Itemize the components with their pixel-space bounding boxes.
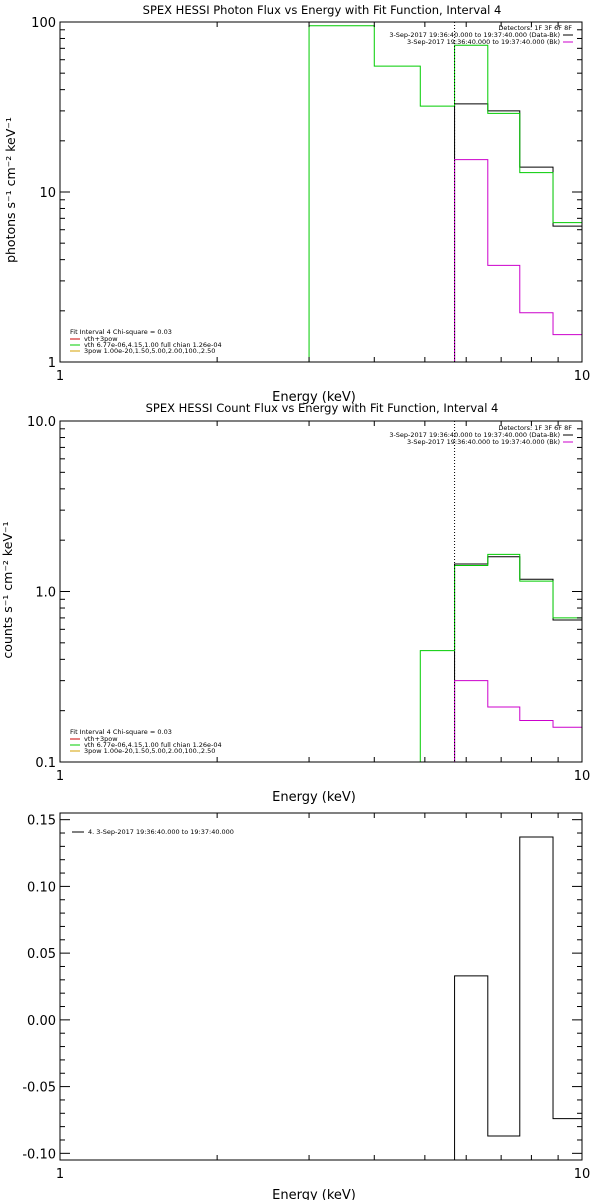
panel1-title: SPEX HESSI Photon Flux vs Energy with Fi… [143, 3, 502, 17]
series-0-step-line [454, 556, 582, 762]
panel1-legend-vth3pow: vth+3pow [84, 335, 118, 343]
x-tick-label: 1 [56, 369, 64, 384]
series-2-step-line [419, 553, 582, 762]
panel2-legend-fit-interval: Fit Interval 4 Chi-square = 0.03 [70, 728, 172, 736]
x-tick-label: 10 [574, 1167, 591, 1182]
panel2-x-axis-label: Energy (keV) [272, 790, 356, 805]
panel2-legend-bottom-left: Fit Interval 4 Chi-square = 0.03 vth+3po… [70, 728, 222, 755]
panel-residuals: Energy (keV) 1 10 -0.10 -0.05 0.00 0.05 0.10 0.… [22, 812, 590, 1200]
panel2-ticks-group: 1 10 0.1 1.0 10.0 [27, 415, 590, 784]
y-tick-label: 10.0 [27, 415, 56, 430]
x-tick-label: 1 [56, 1167, 64, 1182]
y-tick-label: 1 [48, 356, 56, 371]
panel1-legend-3pow: 3pow 1.00e-20,1.50,5.00,2.00,100.,2.50 [84, 347, 215, 355]
panel2-legend-data-bk: 3-Sep-2017 19:36:40.000 to 19:37:40.000 … [389, 431, 560, 439]
panel2-series-group [419, 553, 582, 762]
y-tick-label: 10 [39, 186, 56, 201]
panel1-legend-top-right: Detectors: 1F 3F 6F 8F 3-Sep-2017 19:36:… [389, 24, 573, 46]
panel2-legend-detectors: Detectors: 1F 3F 6F 8F [498, 424, 572, 432]
panel2-legend-3pow: 3pow 1.00e-20,1.50,5.00,2.00,100.,2.50 [84, 747, 215, 755]
y-tick-label: 1.0 [35, 586, 56, 601]
panel2-plot-frame [59, 420, 583, 763]
y-tick-label: 0.05 [27, 947, 56, 962]
series-2-step-line [308, 25, 582, 362]
panel1-legend-vth: vth 6.77e-06,4.15,1.00 full chian 1.26e-… [84, 341, 222, 349]
panel2-legend-top-right: Detectors: 1F 3F 6F 8F 3-Sep-2017 19:36:… [389, 424, 573, 446]
panel3-series-group [454, 836, 582, 1160]
panel2-legend-vth3pow: vth+3pow [84, 735, 118, 743]
panel3-legend-interval: 4. 3-Sep-2017 19:36:40.000 to 19:37:40.0… [88, 828, 234, 836]
panel-photon-flux: SPEX HESSI Photon Flux vs Energy with Fi… [3, 3, 590, 405]
panel1-legend-fit-interval: Fit Interval 4 Chi-square = 0.03 [70, 328, 172, 336]
y-tick-label: 0.15 [27, 814, 56, 829]
series-1-step-line [454, 680, 582, 762]
panel1-legend-data-bk: 3-Sep-2017 19:36:40.000 to 19:37:40.000 … [389, 31, 560, 39]
x-tick-label: 10 [574, 769, 591, 784]
y-tick-label: 100 [31, 16, 56, 31]
panel-count-flux: SPEX HESSI Count Flux vs Energy with Fit… [0, 401, 590, 805]
panel1-y-axis-label: photons s⁻¹ cm⁻² keV⁻¹ [3, 117, 18, 263]
panel3-legend-top-left: 4. 3-Sep-2017 19:36:40.000 to 19:37:40.0… [72, 828, 234, 836]
y-tick-label: -0.10 [22, 1147, 56, 1162]
y-tick-label: -0.05 [22, 1081, 56, 1096]
panel1-legend-detectors: Detectors: 1F 3F 6F 8F [498, 24, 572, 32]
x-tick-label: 1 [56, 769, 64, 784]
panel1-ticks-group: 1 10 1 10 100 [31, 16, 590, 384]
panel2-title: SPEX HESSI Count Flux vs Energy with Fit… [146, 401, 499, 415]
panel2-legend-vth: vth 6.77e-06,4.15,1.00 full chian 1.26e-… [84, 741, 222, 749]
panel2-legend-bk: 3-Sep-2017 19:36:40.000 to 19:37:40.000 … [407, 438, 560, 446]
panel1-plot-frame [59, 21, 583, 363]
panel3-x-axis-label: Energy (keV) [272, 1188, 356, 1200]
y-tick-label: 0.10 [27, 880, 56, 895]
panel3-plot-frame [59, 812, 583, 1161]
series-0-step-line [454, 103, 582, 362]
panel2-y-axis-label: counts s⁻¹ cm⁻² keV⁻¹ [0, 521, 15, 658]
panel1-legend-bottom-left: Fit Interval 4 Chi-square = 0.03 vth+3po… [70, 328, 222, 355]
x-tick-label: 10 [574, 369, 591, 384]
series-0-step-line [454, 836, 582, 1160]
panel1-legend-bk: 3-Sep-2017 19:36:40.000 to 19:37:40.000 … [407, 38, 560, 46]
y-tick-label: 0.1 [35, 756, 56, 771]
panel1-series-group [308, 25, 582, 362]
series-1-step-line [454, 159, 582, 362]
y-tick-label: 0.00 [27, 1014, 56, 1029]
panel1-x-axis-label: Energy (keV) [272, 390, 356, 405]
panel3-ticks-group: 1 10 -0.10 -0.05 0.00 0.05 0.10 0.15 [22, 813, 590, 1182]
